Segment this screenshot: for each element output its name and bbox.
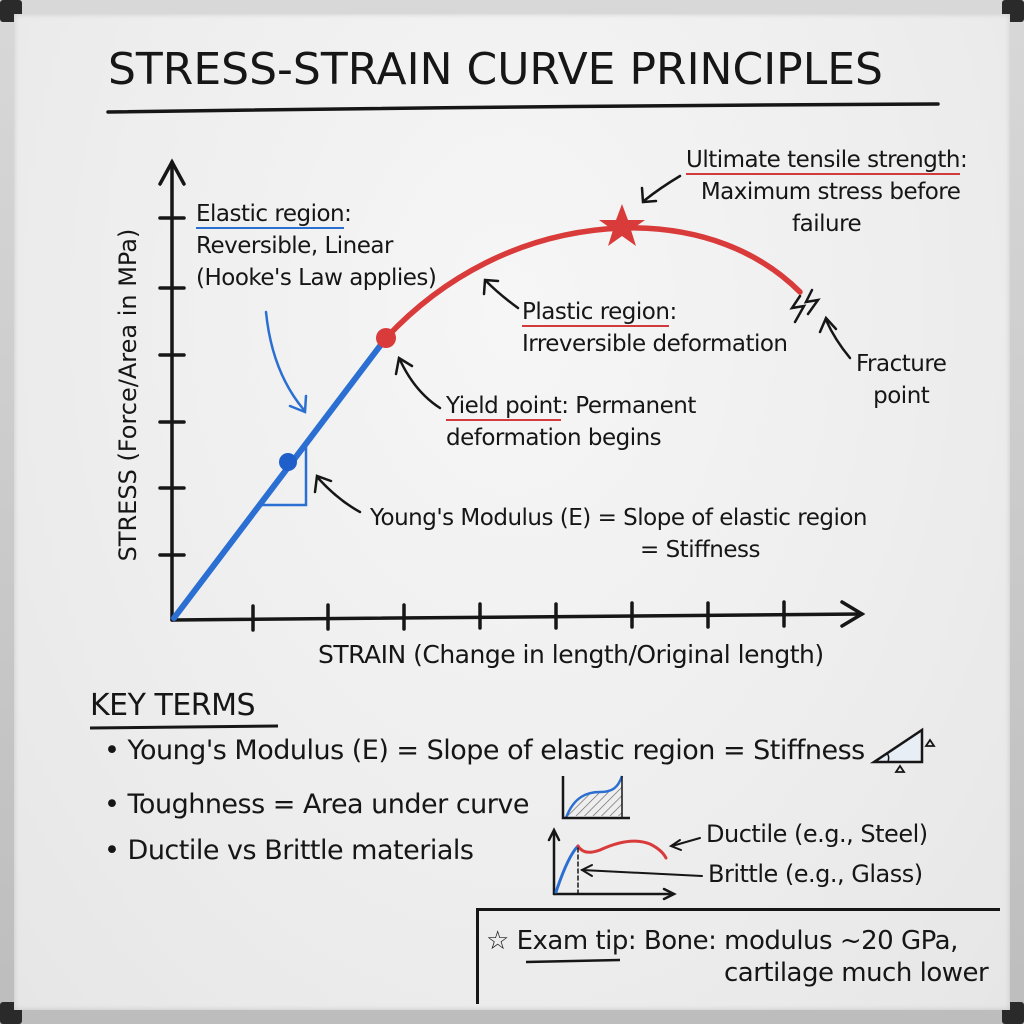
elastic-line1: Reversible, Linear: [196, 233, 393, 259]
key-term-ductile-brittle: • Ductile vs Brittle materials: [104, 835, 474, 866]
slope-triangle-icon: [262, 446, 308, 507]
elastic-point-marker: [279, 453, 297, 471]
uts-line2: failure: [792, 211, 862, 237]
ductile-label: Ductile (e.g., Steel): [706, 820, 928, 848]
key-terms-underline: [89, 724, 279, 730]
fracture-lightning-icon: [789, 288, 821, 324]
uts-line1: Maximum stress before: [700, 179, 961, 205]
exam-tip-underline: [525, 958, 621, 964]
elastic-line: [171, 335, 389, 621]
annotation-arrows: [313, 174, 852, 514]
youngs-modulus-annotation: Young's Modulus (E) = Slope of elastic r…: [370, 505, 868, 563]
plastic-region-title: Plastic region: [522, 299, 670, 327]
uts-title: Ultimate tensile strength: [686, 147, 960, 175]
bullet: •: [104, 835, 120, 866]
key-terms-heading: KEY TERMS: [90, 688, 256, 723]
y-axis: [158, 158, 186, 622]
shaded-area-curve-icon: [561, 775, 630, 820]
arrow-head-icon: [288, 394, 308, 414]
y-axis-label: STRESS (Force/Area in MPa): [114, 228, 142, 562]
elastic-region-title: Elastic region: [196, 201, 345, 229]
elastic-annotation-arrow: [264, 310, 308, 414]
x-axis: [170, 600, 866, 632]
x-axis-label: STRAIN (Change in length/Original length…: [318, 640, 824, 669]
arrow-head-icon: [640, 186, 658, 204]
key-term-toughness: • Toughness = Area under curve: [104, 789, 530, 820]
uts-star-icon: [599, 204, 645, 246]
exam-tip-label: Exam tip: [516, 926, 629, 956]
page-title: STRESS-STRAIN CURVE PRINCIPLES: [108, 44, 883, 95]
elastic-line2: (Hooke's Law applies): [196, 265, 437, 291]
exam-tip-line1: ☆ Exam tip: Bone: modulus ~20 GPa,: [486, 926, 958, 956]
fracture-annotation: Fracture point: [856, 351, 947, 409]
exam-tip-line2: cartilage much lower: [724, 958, 989, 988]
key-term-youngs: • Young's Modulus (E) = Slope of elastic…: [104, 735, 865, 766]
plastic-line1: Irreversible deformation: [522, 331, 788, 357]
arrow-head-icon: [482, 278, 500, 296]
elastic-region-annotation: Elastic region: Reversible, Linear (Hook…: [196, 198, 437, 294]
arrow-head-icon: [313, 474, 333, 494]
ductile-brittle-mini-chart-icon: [547, 827, 703, 901]
exam-tip-box: [476, 908, 1000, 1004]
plastic-curve: [376, 204, 803, 348]
brittle-label: Brittle (e.g., Glass): [708, 860, 923, 888]
yield-point-title: Yield point: [446, 393, 562, 421]
slope-triangle-icon: [869, 727, 936, 773]
plastic-region-annotation: Plastic region: Irreversible deformation: [522, 296, 788, 360]
bullet: •: [104, 789, 120, 820]
yield-point-annotation: Yield point: Permanent deformation begin…: [446, 393, 696, 451]
uts-annotation: Ultimate tensile strength: Maximum stres…: [686, 144, 968, 240]
yield-point-marker: [376, 328, 396, 348]
arrow-head-icon: [394, 355, 414, 376]
bullet: •: [104, 735, 120, 766]
star-outline-icon: ☆: [486, 926, 509, 956]
title-underline: [106, 102, 940, 114]
arrow-head-icon: [818, 315, 838, 334]
